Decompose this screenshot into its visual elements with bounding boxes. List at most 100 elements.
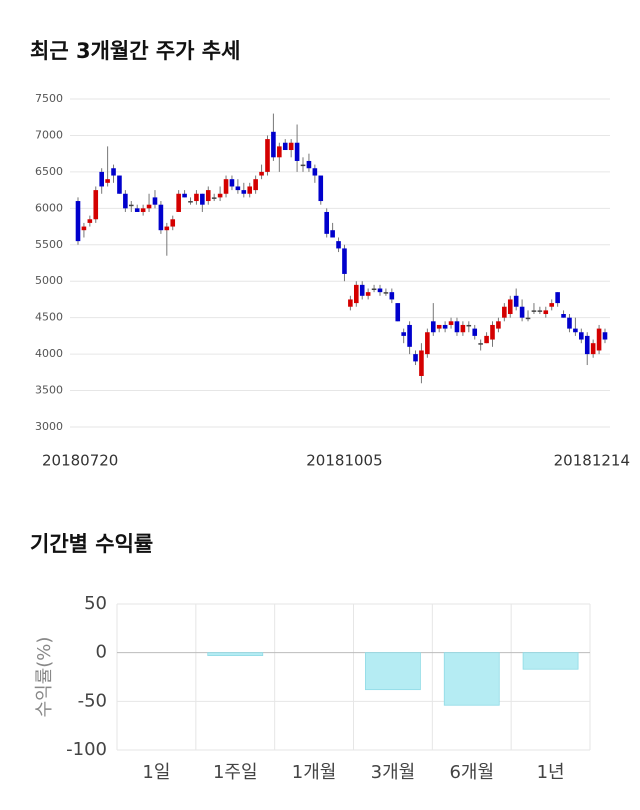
candle-body [359,284,365,296]
candle-body [389,292,395,300]
bar [207,652,264,656]
candle-body [176,193,181,212]
y-tick-label: 3500 [35,384,63,397]
candle-body [590,343,596,355]
candle-body [211,197,217,199]
candle-body [182,193,187,198]
candle-body [324,211,329,234]
candle-body [596,328,602,351]
y-tick-label: -50 [78,690,107,711]
y-tick-label: 4500 [35,311,63,324]
y-tick-label: 7000 [35,128,63,141]
candle-body [549,303,555,307]
candle-body [158,204,164,231]
candle-body [561,314,566,318]
candle-body [531,310,537,312]
candle-body [259,171,264,176]
candle-body [543,310,549,315]
candle-body [93,190,99,220]
candle-body [537,310,543,312]
x-tick-label: 3개월 [371,762,416,783]
candle-body [472,328,478,336]
candle-body [105,179,110,183]
candle-body [81,226,87,231]
candle-body [253,179,258,191]
candle-body [223,179,229,194]
candle-body [205,190,211,202]
candle-body [442,324,448,329]
bar [443,652,500,706]
candle-body [555,292,560,304]
candle-body [383,292,389,294]
x-tick-label: 20181214 [554,452,630,470]
candle-body [430,321,436,333]
x-tick-label: 1개월 [292,762,337,783]
y-tick-label: 6500 [35,165,63,178]
bar [365,652,421,691]
candle-body [235,186,241,191]
chart-title: 최근 3개월간 주가 추세 [30,39,240,63]
y-tick-label: 7500 [35,92,63,105]
y-tick-label: 0 [96,642,107,663]
candle-body [330,230,335,238]
candle-body [348,299,353,307]
candle-body [134,208,140,212]
candle-body [306,160,312,169]
candle-body [336,241,341,249]
candle-body [318,175,324,202]
candle-body [111,168,116,176]
candle-body [87,219,93,223]
candle-body [342,248,347,274]
candle-body [502,306,507,318]
candle-body [294,142,300,161]
candle-body [401,332,406,336]
y-tick-label: 3000 [35,420,63,433]
y-tick-label: 5000 [35,274,63,287]
bar [522,652,579,670]
candle-body [490,324,495,340]
candle-body [247,186,253,194]
candle-body [123,193,128,209]
candle-body [371,288,377,291]
candle-body [567,317,572,329]
candle-body [300,164,306,167]
candle-body [152,197,158,205]
candle-body [288,142,294,151]
candle-body [282,142,288,151]
candle-body [407,324,412,347]
candle-body [117,175,122,194]
x-tick-label: 1주일 [213,762,258,783]
candle-body [579,332,584,340]
candle-body [602,332,608,340]
x-tick-label: 1일 [142,762,170,783]
candle-body [188,201,193,203]
candle-body [170,219,176,227]
candle-body [164,226,170,231]
y-tick-label: 4000 [35,347,63,360]
y-tick-label: 50 [84,593,107,614]
candle-body [271,131,276,158]
y-tick-label: 5500 [35,238,63,251]
candle-body [466,324,472,327]
y-tick-label: -100 [66,739,107,760]
candle-body [484,335,489,344]
candle-body [265,139,270,172]
candle-body [354,284,359,304]
candle-body [217,193,223,198]
candle-body [229,179,235,187]
candle-body [436,324,442,329]
y-axis-label: 수익률(%) [34,637,55,718]
candle-body [377,288,383,293]
x-tick-label: 20180720 [42,452,118,470]
candle-body [460,324,466,333]
candle-body [478,343,483,345]
y-tick-label: 6000 [35,201,63,214]
candle-body [395,303,401,322]
candle-body [454,321,460,333]
candle-body [525,317,531,320]
x-tick-label: 6개월 [449,762,494,783]
candle-body [99,171,104,187]
candle-body [573,328,578,333]
x-tick-label: 1년 [537,762,565,783]
candle-body [200,193,205,205]
